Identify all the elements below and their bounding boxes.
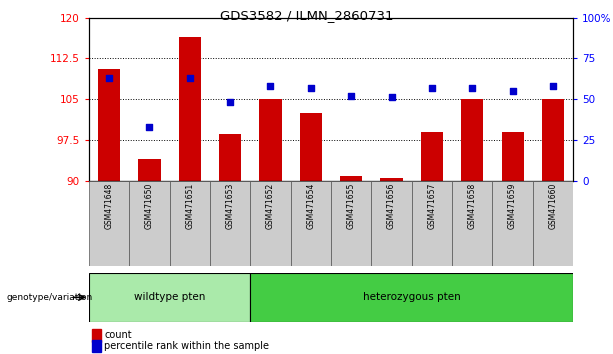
- Text: GSM471658: GSM471658: [468, 183, 477, 229]
- Bar: [219, 135, 242, 181]
- Bar: [492, 181, 533, 266]
- Bar: [291, 181, 331, 266]
- Text: GSM471660: GSM471660: [549, 183, 557, 229]
- Text: wildtype pten: wildtype pten: [134, 292, 205, 302]
- Bar: [139, 159, 161, 181]
- Text: heterozygous pten: heterozygous pten: [363, 292, 460, 302]
- Bar: [89, 273, 250, 322]
- Text: percentile rank within the sample: percentile rank within the sample: [104, 341, 269, 351]
- Point: [265, 83, 275, 89]
- Point: [346, 93, 356, 99]
- Bar: [340, 176, 362, 181]
- Point: [508, 88, 517, 94]
- Text: GSM471654: GSM471654: [306, 183, 315, 229]
- Text: GSM471659: GSM471659: [508, 183, 517, 229]
- Bar: [381, 178, 403, 181]
- Text: GSM471652: GSM471652: [266, 183, 275, 229]
- Point: [225, 99, 235, 105]
- Point: [145, 124, 154, 130]
- Point: [427, 85, 437, 91]
- Point: [104, 75, 114, 81]
- Bar: [259, 99, 281, 181]
- Bar: [542, 99, 564, 181]
- Bar: [421, 132, 443, 181]
- Text: GSM471656: GSM471656: [387, 183, 396, 229]
- Bar: [89, 181, 129, 266]
- Text: genotype/variation: genotype/variation: [6, 293, 93, 302]
- Text: GDS3582 / ILMN_2860731: GDS3582 / ILMN_2860731: [219, 9, 394, 22]
- Bar: [533, 181, 573, 266]
- Point: [548, 83, 558, 89]
- Bar: [300, 113, 322, 181]
- Text: GSM471650: GSM471650: [145, 183, 154, 229]
- Text: count: count: [104, 330, 132, 340]
- Bar: [452, 181, 492, 266]
- Text: GSM471655: GSM471655: [347, 183, 356, 229]
- Text: GSM471651: GSM471651: [185, 183, 194, 229]
- Bar: [98, 69, 120, 181]
- Point: [185, 75, 195, 81]
- Bar: [501, 132, 524, 181]
- Text: GSM471657: GSM471657: [427, 183, 436, 229]
- Point: [306, 85, 316, 91]
- Bar: [331, 181, 371, 266]
- Text: GSM471653: GSM471653: [226, 183, 235, 229]
- Text: GSM471648: GSM471648: [105, 183, 113, 229]
- Bar: [178, 37, 201, 181]
- Bar: [371, 181, 412, 266]
- Bar: [461, 99, 484, 181]
- Bar: [412, 181, 452, 266]
- Bar: [250, 273, 573, 322]
- Point: [467, 85, 477, 91]
- Point: [387, 95, 397, 100]
- Bar: [210, 181, 250, 266]
- Bar: [170, 181, 210, 266]
- Bar: [250, 181, 291, 266]
- Bar: [129, 181, 170, 266]
